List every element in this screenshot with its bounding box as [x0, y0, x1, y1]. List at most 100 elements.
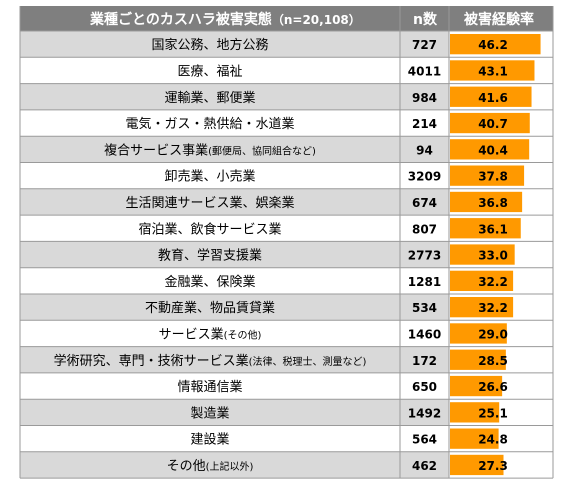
row-background	[20, 188, 449, 216]
title-sample-note: （n=20,108）	[272, 12, 361, 27]
table-title: 業種ごとのカスハラ被害実態（n=20,108）	[89, 11, 361, 28]
industry-label: 複合サービス事業(郵便局、協同組合など)	[104, 142, 316, 158]
industry-label: 建設業	[190, 432, 229, 448]
industry-label: 運輸業、郵便業	[164, 90, 255, 106]
sample-size: 1281	[408, 275, 441, 289]
rate-value: 36.8	[478, 196, 508, 210]
industry-label: 生活関連サービス業、娯楽業	[125, 195, 294, 211]
industry-name: 金融業、保険業	[164, 274, 255, 290]
rate-value: 28.5	[478, 354, 508, 368]
rate-bar	[450, 191, 523, 213]
rate-bar	[450, 60, 535, 81]
industry-name: 教育、学習支援業	[158, 248, 262, 264]
sample-size: 564	[412, 433, 437, 447]
rate-value: 41.6	[478, 91, 508, 105]
header-background	[20, 6, 553, 31]
table-body: 国家公務、地方公務 727 46.2 医療、福祉 4011 43.1 運輸業、郵便業 984 4…	[20, 31, 553, 479]
industry-note: (その他)	[224, 328, 262, 341]
table-row: その他(上記以外) 462 27.3	[20, 451, 553, 479]
sample-size: 3209	[408, 170, 441, 184]
sample-size: 2773	[408, 249, 441, 263]
industry-label: 金融業、保険業	[164, 274, 255, 290]
rate-value: 40.4	[478, 143, 508, 157]
table-row: 卸売業、小売業 3209 37.8	[20, 162, 553, 189]
industry-label: 国家公務、地方公務	[151, 37, 268, 53]
industry-note: (法律、税理士、測量など)	[249, 355, 367, 368]
rate-value: 25.1	[478, 406, 508, 420]
row-background	[20, 294, 449, 321]
row-background	[20, 31, 449, 58]
industry-label: 不動産業、物品賃貸業	[145, 300, 275, 316]
row-background	[20, 241, 449, 268]
row-background	[20, 267, 449, 294]
sample-size: 807	[412, 222, 437, 236]
industry-name: 卸売業、小売業	[164, 169, 255, 185]
table-row: 複合サービス事業(郵便局、協同組合など) 94 40.4	[20, 136, 553, 163]
industry-note: (郵便局、協同組合など)	[208, 144, 316, 157]
industry-label: 学術研究、専門・技術サービス業(法律、税理士、測量など)	[54, 353, 367, 369]
table-row: 運輸業、郵便業 984 41.6	[20, 83, 553, 110]
industry-name: 国家公務、地方公務	[151, 37, 268, 53]
industry-name: 宿泊業、飲食サービス業	[138, 221, 281, 237]
rate-bar	[450, 244, 515, 265]
rate-value: 26.6	[478, 380, 508, 394]
sample-size: 650	[412, 380, 437, 394]
industry-label: 情報通信業	[177, 379, 242, 395]
rate-bar	[450, 112, 530, 134]
rate-value: 29.0	[478, 327, 508, 341]
row-background	[20, 215, 449, 242]
industry-name: サービス業	[159, 326, 224, 342]
industry-name: 情報通信業	[177, 379, 242, 395]
table-row: 情報通信業 650 26.6	[20, 372, 553, 400]
table-row: 不動産業、物品賃貸業 534 32.2	[20, 294, 553, 321]
rate-bar	[450, 454, 504, 476]
rate-value: 32.2	[478, 301, 508, 315]
sample-size: 1492	[408, 406, 441, 420]
industry-name: 建設業	[190, 432, 229, 448]
industry-label: サービス業(その他)	[159, 326, 262, 342]
sample-size: 1460	[408, 327, 441, 341]
rate-value: 24.8	[478, 433, 508, 447]
rate-value: 40.7	[478, 117, 508, 131]
table-row: 学術研究、専門・技術サービス業(法律、税理士、測量など) 172 28.5	[20, 346, 553, 373]
row-background	[20, 320, 449, 347]
sample-size: 984	[412, 91, 437, 105]
industry-name: その他	[167, 459, 206, 474]
table-row: 教育、学習支援業 2773 33.0	[20, 241, 553, 268]
rate-bar	[450, 86, 532, 107]
sample-size: 534	[412, 301, 437, 315]
rate-value: 32.2	[478, 275, 508, 289]
industry-name: 電気・ガス・熱供給・水道業	[125, 116, 294, 132]
table-gridlines	[19, 6, 554, 479]
rate-bar	[450, 402, 500, 423]
rate-value: 43.1	[478, 64, 508, 78]
rate-bar	[450, 270, 514, 291]
rate-bar	[450, 34, 541, 55]
row-background	[20, 399, 449, 426]
sample-size: 674	[412, 196, 437, 210]
rate-bar	[450, 428, 499, 449]
rate-bar	[450, 323, 507, 344]
industry-label: 宿泊業、飲食サービス業	[138, 221, 281, 237]
header-rate: 被害経験率	[464, 11, 534, 28]
row-background	[20, 57, 449, 84]
table-row: 国家公務、地方公務 727 46.2	[20, 31, 553, 58]
sample-size: 462	[412, 459, 437, 473]
table-row: 製造業 1492 25.1	[20, 399, 553, 426]
rate-value: 27.3	[478, 459, 508, 473]
table-row: 電気・ガス・熱供給・水道業 214 40.7	[20, 109, 553, 137]
table-row: サービス業(その他) 1460 29.0	[20, 320, 553, 347]
industry-label: 医療、福祉	[177, 64, 242, 79]
sample-size: 94	[416, 143, 433, 157]
industry-label: 教育、学習支援業	[158, 248, 262, 264]
row-background	[20, 83, 449, 110]
sample-size: 214	[412, 117, 437, 131]
industry-name: 不動産業、物品賃貸業	[145, 300, 275, 316]
row-background	[20, 162, 449, 189]
table-row: 金融業、保険業 1281 32.2	[20, 267, 553, 294]
rate-value: 37.8	[478, 170, 508, 184]
industry-name: 生活関連サービス業、娯楽業	[125, 195, 294, 211]
industry-name: 運輸業、郵便業	[164, 90, 255, 106]
table-row: 生活関連サービス業、娯楽業 674 36.8	[20, 188, 553, 216]
